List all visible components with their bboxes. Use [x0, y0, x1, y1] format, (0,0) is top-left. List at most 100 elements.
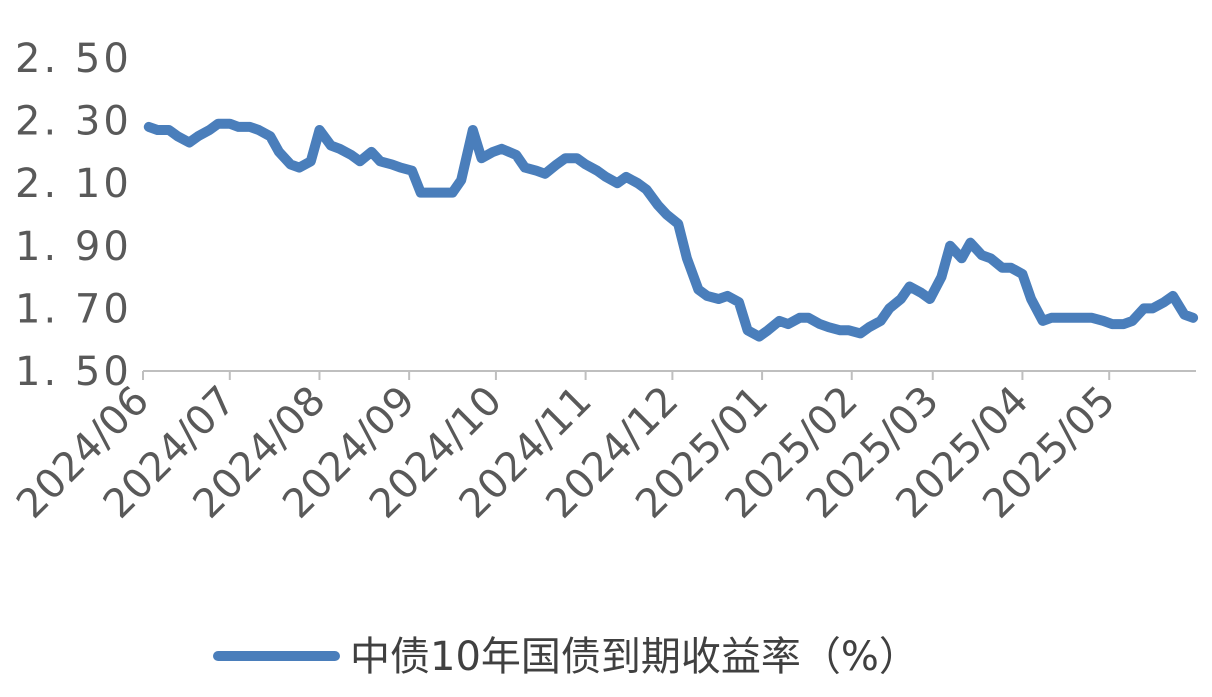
data-point [397, 164, 404, 171]
data-point [623, 173, 630, 180]
data-point [573, 155, 580, 162]
x-axis-tick-labels: 2024/062024/072024/082024/092024/102024/… [8, 378, 1124, 528]
data-point [1028, 296, 1035, 302]
x-axis-ticks [142, 371, 1111, 380]
data-point [417, 189, 424, 196]
data-point [267, 133, 274, 140]
data-point [1048, 314, 1055, 321]
data-point [987, 255, 994, 262]
data-point [296, 164, 303, 171]
data-point [1068, 314, 1075, 321]
y-tick-label: 1. 70 [15, 286, 132, 332]
data-point [1190, 314, 1197, 321]
data-point [276, 148, 282, 155]
data-point [429, 189, 436, 196]
data-point [695, 286, 702, 293]
data-point [247, 123, 253, 130]
data-point [938, 274, 945, 281]
data-point [1109, 321, 1116, 328]
data-point [533, 167, 540, 174]
data-point [1140, 305, 1147, 312]
data-point [866, 324, 873, 331]
y-tick-label: 2. 50 [15, 36, 132, 82]
data-point [735, 299, 742, 306]
data-point [683, 255, 690, 262]
data-point [377, 158, 384, 165]
y-tick-label: 2. 10 [15, 161, 132, 207]
data-point [947, 242, 954, 249]
series-layer [143, 118, 1199, 342]
y-tick-label: 1. 90 [15, 224, 132, 270]
data-point [145, 123, 152, 130]
data-point [195, 133, 201, 140]
data-point [582, 161, 589, 168]
data-point [542, 170, 549, 177]
legend: 中债10年国债到期收益率（%） [213, 634, 919, 680]
data-point [967, 239, 974, 246]
data-point [307, 158, 314, 165]
data-point [336, 145, 343, 152]
data-point [328, 142, 334, 149]
data-point [1161, 299, 1168, 306]
data-point [886, 305, 893, 312]
data-point [926, 296, 933, 302]
data-point [643, 186, 650, 193]
data-point [805, 314, 812, 321]
data-point [1019, 271, 1026, 277]
data-point [816, 321, 823, 328]
y-tick-label: 1. 50 [15, 349, 132, 395]
data-point [785, 321, 792, 328]
data-point [906, 283, 913, 290]
data-point [215, 120, 222, 127]
data-point [897, 296, 904, 302]
data-point [756, 333, 763, 340]
data-point [388, 161, 395, 168]
data-point [206, 127, 213, 133]
data-point [186, 139, 193, 146]
data-point [634, 180, 641, 187]
data-point [287, 161, 294, 168]
legend-label: 中债10年国债到期收益率（%） [350, 634, 919, 680]
data-point [594, 167, 601, 174]
data-point [1169, 292, 1176, 299]
data-point [226, 120, 233, 127]
data-point [469, 127, 476, 133]
data-point [602, 173, 609, 180]
data-point [521, 164, 528, 171]
data-point [553, 161, 560, 168]
data-point [764, 327, 771, 334]
data-point [235, 123, 242, 130]
data-point [857, 330, 864, 337]
y-tick-label: 2. 30 [15, 99, 132, 145]
data-point [1039, 317, 1046, 324]
data-point [513, 152, 520, 158]
data-point [1120, 321, 1127, 328]
data-point [776, 317, 783, 324]
data-point [999, 264, 1006, 271]
data-point [654, 202, 661, 209]
data-point [316, 127, 323, 133]
data-point [724, 292, 731, 299]
data-point [1149, 305, 1156, 312]
data-point [449, 189, 456, 196]
data-point [1080, 314, 1087, 321]
data-point [255, 127, 262, 133]
data-point [1181, 311, 1188, 318]
data-point [663, 211, 670, 218]
series-line [143, 118, 1199, 342]
data-point [458, 177, 465, 184]
data-point [357, 158, 363, 165]
data-point [1129, 317, 1136, 324]
data-point [704, 292, 711, 299]
data-point [166, 127, 172, 133]
data-point [1007, 264, 1014, 271]
data-point [562, 155, 569, 162]
data-point [368, 148, 375, 155]
data-point [498, 145, 505, 152]
data-point [837, 327, 844, 334]
data-point [958, 255, 965, 262]
data-point [438, 189, 444, 196]
data-point [796, 314, 803, 321]
y-axis-tick-labels: 2. 50 2. 30 2. 10 1. 90 1. 70 1. 50 [15, 36, 132, 395]
